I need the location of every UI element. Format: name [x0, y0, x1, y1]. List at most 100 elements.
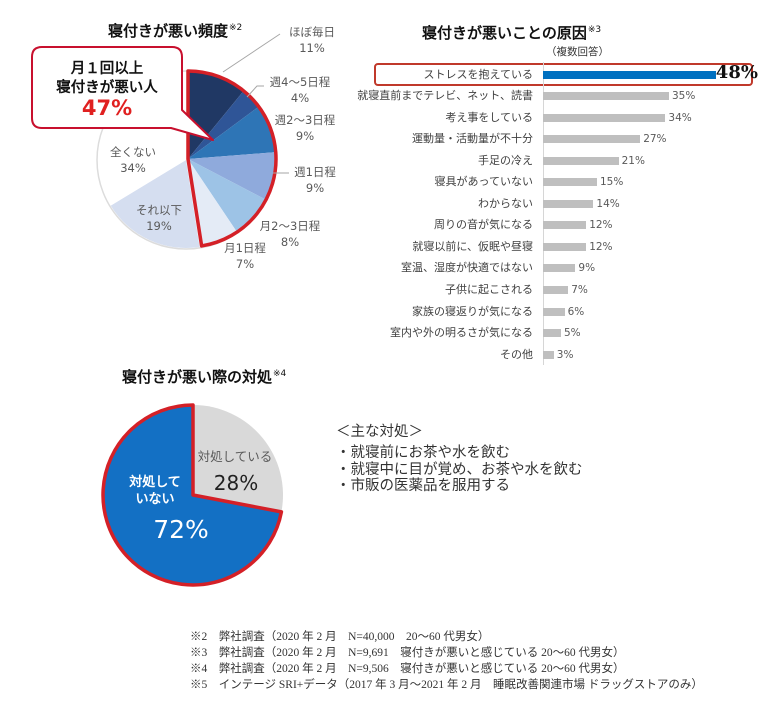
title-text: 寝付きが悪い際の対処 — [122, 368, 273, 386]
bar-category-label: その他 — [500, 347, 533, 361]
causes-chart-title: 寝付きが悪いことの原因※3 — [422, 23, 601, 43]
label-line: いない — [135, 492, 175, 507]
slice-value: 9% — [295, 129, 315, 143]
bar-category-label: 家族の寝返りが気になる — [412, 304, 533, 318]
callout-line1: 月１回以上 — [70, 61, 144, 77]
slice-value: 4% — [290, 91, 310, 105]
remedy-item: ・市販の医薬品を服用する — [336, 478, 510, 494]
bar-row: 手足の冷え 21% — [0, 153, 780, 169]
bar — [543, 307, 565, 316]
slice-name: 月1日程 — [224, 241, 266, 255]
pie-label-never: 全くない 34% — [104, 144, 162, 176]
title-text: 寝付きが悪いことの原因 — [422, 24, 587, 42]
highlight-box — [374, 63, 753, 86]
leader-line — [222, 33, 281, 73]
slice-name: 全くない — [110, 145, 156, 159]
bar — [543, 264, 576, 273]
footnotes: ※2 弊社調査（2020 年 2 月 N=40,000 20～60 代男女） ※… — [190, 629, 703, 693]
footnote-ref: ※4 — [273, 369, 287, 379]
bar — [543, 242, 587, 251]
bar-value-label: 12% — [589, 240, 613, 253]
pie-slice — [110, 160, 200, 249]
footnote: ※4 弊社調査（2020 年 2 月 N=9,506 寝付きが悪いと感じている … — [190, 663, 625, 675]
footnote-ref: ※3 — [587, 25, 602, 35]
bar-value-label: 34% — [668, 111, 692, 124]
bar-value-label: 7% — [571, 284, 588, 296]
title-text: 寝付きが悪い頻度 — [108, 22, 229, 40]
bar-category-label: 子供に起こされる — [445, 283, 533, 296]
bar-value-label: 15% — [600, 176, 624, 189]
causes-chart-subtitle: （複数回答） — [546, 46, 609, 58]
bar-row: 家族の寝返りが気になる 6% — [0, 304, 780, 320]
bar-row: 子供に起こされる 7% — [0, 282, 780, 298]
bar-value-label: 3% — [556, 348, 574, 361]
bar-axis-line — [543, 62, 544, 365]
bar-row: 室内や外の明るさが気になる 5% — [0, 325, 780, 341]
bar-category-label: 運動量・活動量が不十分 — [412, 132, 533, 146]
footnote: ※2 弊社調査（2020 年 2 月 N=40,000 20～60 代男女） — [190, 631, 490, 643]
highlight-outline — [101, 403, 284, 587]
slice-name: 週4～5日程 — [269, 75, 331, 89]
bar-row: 就寝以前に、仮眠や昼寝 12% — [0, 239, 780, 255]
pie-label-not-coping: 対処して いない — [124, 474, 186, 508]
remedy-item: ・就寝前にお茶や水を飲む — [336, 445, 510, 461]
bar-value-label: 12% — [589, 219, 613, 232]
bar-value-label: 35% — [672, 90, 696, 103]
bar-category-label: 寝具があっていない — [434, 175, 533, 189]
slice-name: 月2～3日程 — [259, 219, 321, 233]
bar-value-label: 9% — [578, 262, 596, 275]
bar — [543, 199, 594, 208]
bar-category-label: 室温、湿度が快適ではない — [401, 261, 533, 275]
bar-row: わからない 14% — [0, 196, 780, 212]
slice-name: それ以下 — [136, 203, 182, 217]
bar-category-label: わからない — [478, 196, 533, 210]
bar-row: 周りの音が気になる 12% — [0, 217, 780, 233]
bar-category-label: 手足の冷え — [478, 153, 533, 167]
remedies-heading: ＜主な対処＞ — [336, 424, 423, 440]
footnote: ※5 インテージ SRI+データ（2017 年 3 月～2021 年 2 月 睡… — [190, 679, 703, 691]
slice-value: 9% — [305, 181, 325, 195]
pie-label-1-per-week: 週1日程 9% — [287, 164, 343, 196]
leader-line — [246, 85, 264, 98]
remedy-item: ・就寝中に目が覚め、お茶や水を飲む — [336, 461, 583, 478]
pie-slice — [188, 152, 276, 200]
pie-value-coping: 28% — [213, 471, 259, 495]
bar — [543, 92, 669, 101]
bar-category-label: 周りの音が気になる — [434, 218, 533, 232]
bar-category-label: 考え事をしている — [445, 110, 533, 124]
pie-value-not-coping: 72% — [153, 515, 209, 544]
pie-label-1-per-month: 月1日程 7% — [217, 240, 273, 272]
bar — [543, 286, 569, 294]
pie-label-2-3-per-week: 週2～3日程 9% — [268, 112, 342, 144]
slice-value: 7% — [235, 257, 255, 271]
slice-value: 8% — [280, 235, 300, 249]
pie-label-almost-daily: ほぼ毎日 11% — [281, 24, 343, 56]
bar-category-label: 室内や外の明るさが気になる — [390, 326, 533, 340]
footnote: ※3 弊社調査（2020 年 2 月 N=9,691 寝付きが悪いと感じている … — [190, 647, 625, 659]
callout-value: 47% — [81, 96, 133, 120]
remedies-list: ・就寝前にお茶や水を飲む ・就寝中に目が覚め、お茶や水を飲む ・市販の医薬品を服… — [336, 445, 583, 495]
bar — [543, 156, 619, 165]
bar — [543, 221, 587, 230]
bar-row: 室温、湿度が快適ではない 9% — [0, 260, 780, 276]
frequency-chart-title: 寝付きが悪い頻度※2 — [108, 21, 242, 41]
pie-label-2-3-per-month: 月2～3日程 8% — [253, 218, 327, 250]
callout-line2: 寝付きが悪い人 — [56, 80, 158, 96]
slice-name: ほぼ毎日 — [289, 25, 335, 39]
pie-label-4-5-per-week: 週4～5日程 4% — [263, 74, 337, 106]
pie-slice — [188, 90, 259, 159]
pie-slice — [188, 106, 276, 159]
slice-value: 19% — [146, 219, 172, 233]
slice-name: 週2～3日程 — [274, 113, 336, 127]
bar-value-label: 27% — [643, 133, 667, 146]
slice-value: 34% — [120, 161, 146, 175]
bar-row: ストレスを抱えている 48% — [0, 63, 780, 83]
bar-row: 就寝直前までテレビ、ネット、読書 35% — [0, 88, 780, 104]
highlight-outline — [186, 69, 278, 248]
bar — [543, 135, 641, 144]
bar-category-label: ストレスを抱えている — [423, 67, 533, 81]
label-line: 対処して — [129, 475, 181, 490]
slice-name: 週1日程 — [294, 165, 336, 179]
